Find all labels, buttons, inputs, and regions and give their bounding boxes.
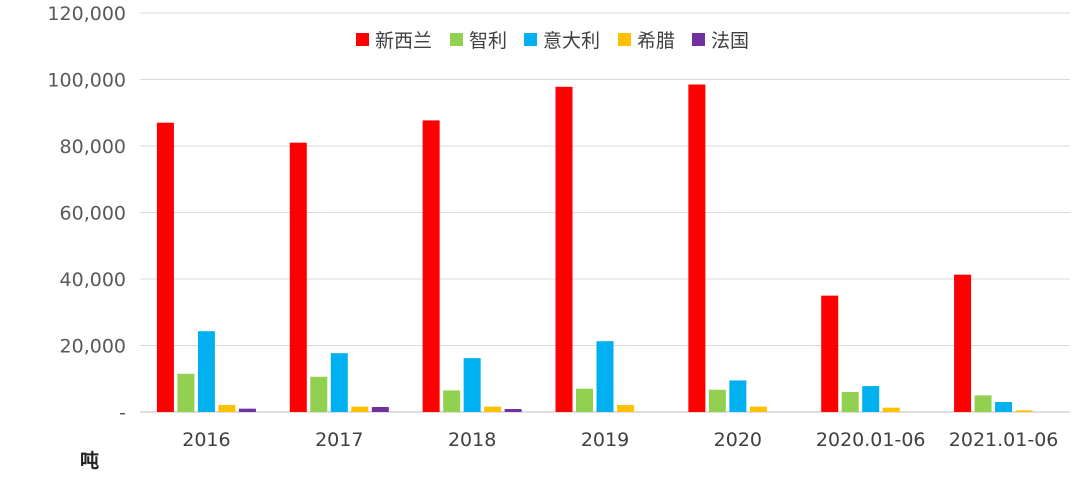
bar — [1015, 410, 1033, 412]
bar — [484, 406, 502, 412]
bar — [330, 353, 348, 412]
bar — [463, 358, 481, 412]
bar — [882, 407, 900, 412]
y-tick-label: 60,000 — [60, 203, 126, 225]
legend-swatch — [692, 33, 705, 46]
bar — [218, 405, 236, 412]
legend-label: 意大利 — [543, 30, 600, 52]
bar — [443, 390, 461, 412]
legend-label: 智利 — [469, 30, 507, 52]
y-axis: - 20,000 40,000 60,000 80,000 100,000 120,000 — [47, 3, 126, 424]
bar — [238, 408, 256, 412]
x-tick-label: 2018 — [448, 429, 496, 451]
bar — [156, 122, 174, 412]
bar — [555, 86, 573, 412]
y-tick-label: 100,000 — [47, 70, 126, 92]
y-tick-label: 80,000 — [60, 136, 126, 158]
x-tick-label: 2021.01-06 — [949, 429, 1059, 451]
legend-swatch — [618, 33, 631, 46]
x-tick-label: 2016 — [182, 429, 230, 451]
y-tick-label: 40,000 — [60, 269, 126, 291]
x-tick-label: 2017 — [315, 429, 363, 451]
legend: 新西兰 智利 意大利 希腊 法国 — [356, 30, 749, 52]
bar — [617, 405, 634, 412]
bar — [351, 406, 369, 412]
bar — [841, 392, 859, 412]
bar — [422, 120, 440, 413]
bar — [862, 386, 880, 412]
y-tick-label: - — [119, 402, 126, 424]
x-tick-label: 2020.01-06 — [816, 429, 926, 451]
legend-swatch — [450, 33, 463, 46]
bar — [289, 142, 307, 413]
x-axis: 2016 2017 2018 2019 2020 2020.01-06 2021.01-06 — [182, 429, 1058, 451]
bar — [177, 373, 195, 412]
unit-label: 吨 — [80, 449, 99, 472]
bar — [821, 295, 839, 412]
bar — [371, 407, 389, 412]
x-tick-label: 2020 — [714, 429, 762, 451]
bar — [749, 406, 767, 412]
bar — [576, 388, 593, 412]
bar — [974, 395, 992, 412]
bar — [708, 389, 726, 412]
bar — [504, 409, 522, 412]
legend-swatch — [356, 33, 369, 46]
y-tick-label: 120,000 — [47, 3, 126, 25]
bar — [688, 84, 706, 413]
bar — [197, 331, 215, 412]
legend-swatch — [524, 33, 537, 46]
legend-label: 新西兰 — [375, 30, 432, 52]
legend-label: 法国 — [711, 30, 749, 52]
bar — [995, 402, 1013, 412]
y-tick-label: 20,000 — [60, 336, 126, 358]
bar — [596, 341, 614, 412]
legend-label: 希腊 — [637, 30, 675, 52]
x-tick-label: 2019 — [581, 429, 629, 451]
bar — [729, 380, 747, 412]
bar — [954, 274, 972, 412]
bars — [156, 84, 1033, 413]
bar — [310, 376, 328, 412]
